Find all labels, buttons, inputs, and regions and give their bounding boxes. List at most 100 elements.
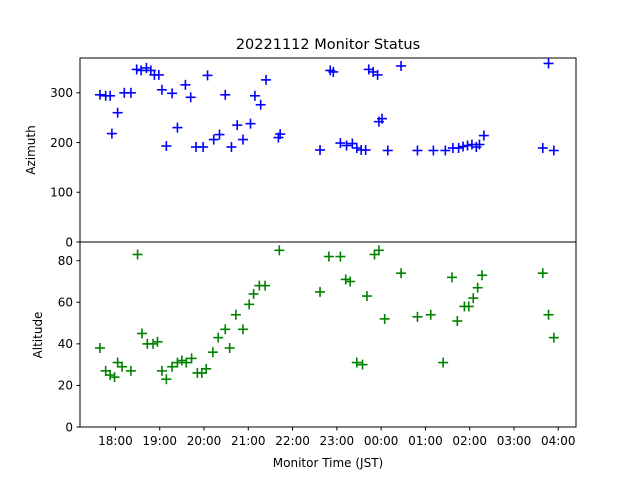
azimuth-point-47: [377, 113, 388, 124]
azimuth-point-6: [125, 87, 136, 98]
x-tick-label-9: 03:00: [497, 434, 532, 448]
azimuth-point-26: [232, 120, 243, 131]
altitude-point-49: [452, 315, 463, 326]
azimuth-y-tick-label-200: 200: [50, 136, 73, 150]
azimuth-point-56: [462, 140, 473, 151]
altitude-point-1: [100, 365, 111, 376]
altitude-point-39: [357, 359, 368, 370]
altitude-point-15: [172, 357, 183, 368]
azimuth-point-42: [360, 145, 371, 155]
azimuth-point-50: [412, 145, 423, 156]
x-tick-label-7: 01:00: [408, 434, 443, 448]
azimuth-point-3: [106, 128, 117, 139]
altitude-point-27: [237, 324, 248, 335]
altitude-point-33: [315, 286, 326, 297]
azimuth-point-43: [363, 64, 374, 75]
x-tick-label-8: 02:00: [452, 434, 487, 448]
altitude-point-5: [117, 361, 128, 372]
altitude-point-21: [201, 363, 212, 374]
azimuth-point-39: [347, 138, 358, 149]
x-tick-label-1: 19:00: [142, 434, 177, 448]
azimuth-point-25: [226, 142, 237, 153]
azimuth-point-12: [153, 69, 164, 80]
azimuth-point-45: [372, 69, 383, 80]
azimuth-point-36: [328, 66, 339, 77]
x-tick-label-10: 04:00: [541, 434, 576, 448]
azimuth-point-49: [396, 60, 407, 71]
azimuth-point-52: [440, 145, 451, 156]
azimuth-point-16: [172, 122, 183, 133]
altitude-panel: 0 20 40 60 80 Altitude: [31, 241, 577, 434]
azimuth-point-55: [458, 141, 469, 152]
azimuth-y-tick-label-300: 300: [50, 86, 73, 100]
azimuth-point-21: [202, 70, 213, 81]
altitude-point-36: [340, 274, 351, 285]
altitude-point-48: [447, 272, 457, 283]
altitude-y-tick-label-60: 60: [58, 296, 73, 310]
altitude-point-22: [207, 347, 218, 358]
altitude-point-18: [186, 353, 197, 364]
altitude-panel-frame: [79, 241, 577, 428]
azimuth-point-28: [245, 118, 256, 129]
altitude-points: [94, 245, 559, 385]
altitude-point-3: [109, 372, 120, 383]
azimuth-point-31: [261, 74, 271, 85]
altitude-point-41: [369, 249, 380, 260]
altitude-point-47: [438, 357, 449, 368]
altitude-point-56: [543, 309, 554, 320]
x-tick-label-4: 22:00: [275, 434, 310, 448]
azimuth-point-18: [185, 92, 196, 103]
altitude-point-11: [152, 336, 163, 347]
altitude-point-52: [468, 293, 479, 304]
azimuth-point-37: [335, 138, 346, 149]
altitude-point-53: [472, 282, 483, 293]
altitude-point-4: [112, 357, 123, 368]
time-x-ticks: 18:00 19:00 20:00 21:00 22:00 23:00 00:00 01:00…: [98, 427, 576, 448]
azimuth-point-13: [156, 84, 167, 95]
altitude-point-37: [345, 276, 356, 287]
x-tick-label-0: 18:00: [98, 434, 133, 448]
azimuth-point-38: [341, 140, 352, 151]
altitude-point-51: [463, 301, 474, 312]
x-tick-label-6: 00:00: [364, 434, 399, 448]
altitude-point-35: [335, 251, 346, 262]
azimuth-point-0: [94, 89, 105, 100]
altitude-point-42: [373, 245, 384, 256]
azimuth-point-8: [136, 65, 147, 76]
azimuth-point-4: [112, 107, 123, 118]
altitude-point-20: [196, 367, 207, 378]
altitude-point-46: [425, 309, 436, 320]
altitude-point-8: [137, 328, 147, 339]
altitude-y-tick-label-40: 40: [58, 337, 73, 351]
altitude-point-13: [161, 374, 172, 385]
altitude-y-tick-label-20: 20: [58, 379, 73, 393]
azimuth-point-27: [237, 134, 248, 145]
azimuth-axis-label: Azimuth: [24, 125, 38, 174]
x-axis-label: Monitor Time (JST): [273, 456, 383, 470]
altitude-point-55: [537, 268, 548, 279]
altitude-point-34: [323, 251, 334, 262]
altitude-point-6: [125, 365, 136, 376]
azimuth-points: [94, 58, 559, 156]
azimuth-point-17: [180, 79, 191, 90]
azimuth-point-54: [453, 143, 464, 154]
azimuth-y-tick-label-0: 0: [65, 235, 73, 249]
altitude-point-2: [105, 370, 116, 381]
altitude-point-14: [167, 361, 178, 372]
azimuth-y-tick-label-100: 100: [50, 186, 73, 200]
altitude-point-40: [361, 291, 372, 302]
altitude-axis-label: Altitude: [31, 312, 45, 359]
azimuth-panel: 0 100 200 300 Azimuth: [24, 57, 577, 249]
azimuth-point-34: [315, 145, 326, 155]
altitude-point-45: [412, 311, 423, 322]
x-tick-label-3: 21:00: [231, 434, 266, 448]
altitude-point-10: [148, 338, 159, 349]
azimuth-point-22: [208, 134, 219, 145]
altitude-point-28: [244, 299, 255, 310]
x-tick-label-5: 23:00: [320, 434, 355, 448]
altitude-point-29: [248, 288, 259, 299]
altitude-point-43: [379, 313, 390, 324]
azimuth-point-29: [249, 90, 260, 101]
altitude-y-ticks: 0 20 40 60 80: [58, 254, 80, 434]
